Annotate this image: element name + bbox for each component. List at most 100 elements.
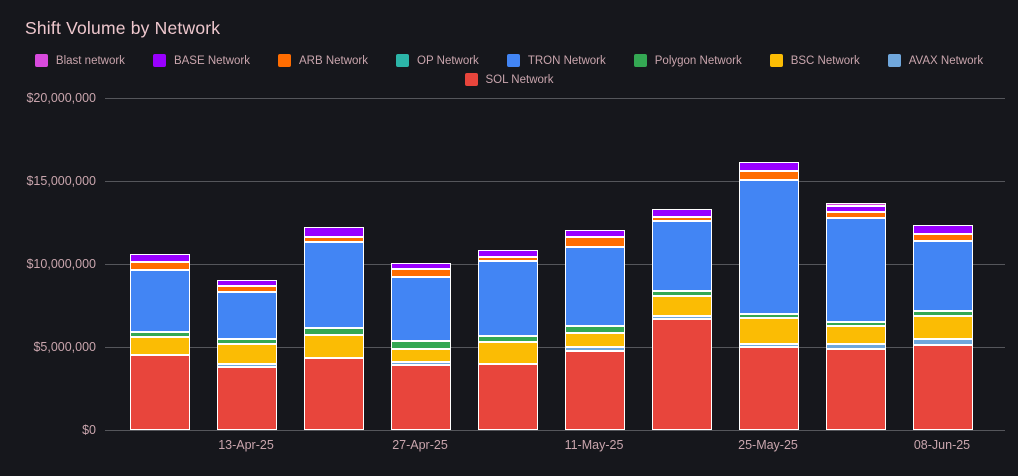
legend-item-tron[interactable]: TRON Network: [506, 54, 606, 67]
bar-segment-tron[interactable]: [130, 269, 190, 332]
bar-segment-tron[interactable]: [826, 218, 886, 322]
legend-item-sol[interactable]: SOL Network: [464, 73, 553, 86]
bar-segment-avax[interactable]: [565, 347, 625, 351]
bar-segment-bsc[interactable]: [565, 332, 625, 348]
bar-segment-arb[interactable]: [652, 217, 712, 222]
legend-swatch: [769, 54, 783, 67]
legend-swatch: [464, 73, 478, 86]
bar-segment-sol[interactable]: [826, 348, 886, 430]
bar-segment-arb[interactable]: [217, 285, 277, 292]
bar-segment-base[interactable]: [652, 208, 712, 218]
legend-label: TRON Network: [527, 54, 606, 67]
gridline: [105, 347, 1005, 348]
bar-segment-avax[interactable]: [826, 344, 886, 349]
bar-segment-sol[interactable]: [130, 354, 190, 430]
bar-segment-sol[interactable]: [478, 363, 538, 430]
bar-segment-sol[interactable]: [217, 367, 277, 430]
bar-segment-base[interactable]: [304, 226, 364, 237]
legend-label: BSC Network: [790, 54, 860, 67]
bar-segment-avax[interactable]: [391, 362, 451, 366]
bar-segment-base[interactable]: [478, 250, 538, 257]
bar-segment-avax[interactable]: [652, 315, 712, 319]
bar-segment-tron[interactable]: [739, 180, 799, 314]
legend-item-avax[interactable]: AVAX Network: [887, 54, 983, 67]
legend-label: Polygon Network: [654, 54, 742, 67]
bar-segment-base[interactable]: [826, 206, 886, 212]
bar-segment-base[interactable]: [217, 279, 277, 286]
bar-segment-tron[interactable]: [478, 260, 538, 336]
legend-item-op[interactable]: OP Network: [396, 54, 479, 67]
legend-item-bsc[interactable]: BSC Network: [769, 54, 860, 67]
legend-item-blast[interactable]: Blast network: [34, 54, 125, 67]
bar-segment-arb[interactable]: [391, 268, 451, 277]
y-axis-tick-label: $0: [82, 423, 96, 437]
bar-segment-arb[interactable]: [826, 211, 886, 219]
bar: [826, 203, 886, 430]
bar-segment-arb[interactable]: [304, 236, 364, 243]
bar-segment-polygon[interactable]: [826, 321, 886, 326]
bar-segment-arb[interactable]: [478, 256, 538, 261]
bar-segment-polygon[interactable]: [739, 313, 799, 318]
bar-segment-bsc[interactable]: [652, 296, 712, 316]
bar-segment-avax[interactable]: [217, 364, 277, 368]
bar-segment-tron[interactable]: [217, 291, 277, 339]
legend-item-arb[interactable]: ARB Network: [278, 54, 368, 67]
bar-segment-polygon[interactable]: [478, 335, 538, 342]
y-axis-tick-label: $5,000,000: [33, 340, 96, 354]
bar-segment-polygon[interactable]: [304, 327, 364, 335]
gridline: [105, 181, 1005, 182]
bar-segment-polygon[interactable]: [652, 291, 712, 297]
legend: Blast network BASE Network ARB Network OP N…: [34, 54, 983, 86]
bar-segment-bsc[interactable]: [391, 348, 451, 363]
bar-segment-arb[interactable]: [739, 171, 799, 181]
x-axis-tick-label: 08-Jun-25: [913, 438, 971, 452]
bar-segment-polygon[interactable]: [913, 310, 973, 317]
bar-segment-base[interactable]: [913, 224, 973, 234]
bar-segment-sol[interactable]: [739, 347, 799, 430]
gridline: [105, 98, 1005, 99]
bar-segment-blast[interactable]: [826, 203, 886, 206]
bar-segment-sol[interactable]: [565, 350, 625, 430]
bar-segment-base[interactable]: [565, 229, 625, 237]
legend-item-polygon[interactable]: Polygon Network: [633, 54, 742, 67]
bar-segment-polygon[interactable]: [565, 326, 625, 333]
bar-segment-tron[interactable]: [913, 241, 973, 311]
bar-segment-base[interactable]: [130, 254, 190, 262]
bar-segment-polygon[interactable]: [130, 331, 190, 338]
bar-segment-bsc[interactable]: [913, 316, 973, 340]
bar-segment-arb[interactable]: [130, 261, 190, 270]
bar-segment-tron[interactable]: [304, 242, 364, 328]
bar-segment-tron[interactable]: [652, 221, 712, 292]
bar-segment-avax[interactable]: [739, 344, 799, 348]
bar-segment-bsc[interactable]: [304, 334, 364, 358]
bar-segment-polygon[interactable]: [391, 341, 451, 349]
bar: [304, 226, 364, 430]
bar-segment-base[interactable]: [739, 161, 799, 172]
y-axis-tick-label: $10,000,000: [26, 257, 96, 271]
gridline: [105, 430, 1005, 431]
bar-segment-bsc[interactable]: [478, 341, 538, 364]
bar-segment-sol[interactable]: [913, 344, 973, 430]
bar-segment-sol[interactable]: [304, 357, 364, 430]
bar-segment-arb[interactable]: [565, 236, 625, 248]
bar-segment-arb[interactable]: [913, 233, 973, 242]
bar-segment-bsc[interactable]: [826, 325, 886, 345]
bar-segment-tron[interactable]: [565, 247, 625, 327]
plot-area: $20,000,000 $15,000,000 $10,000,000 $5,000,…: [26, 91, 1005, 452]
bar-segment-polygon[interactable]: [217, 338, 277, 345]
legend-swatch: [152, 54, 166, 67]
bar-segment-sol[interactable]: [652, 318, 712, 430]
bar: [739, 161, 799, 430]
y-axis-tick-label: $15,000,000: [26, 174, 96, 188]
bar-segment-avax[interactable]: [913, 339, 973, 345]
bar-segment-bsc[interactable]: [217, 344, 277, 365]
bar: [478, 250, 538, 430]
bar-segment-bsc[interactable]: [739, 317, 799, 345]
bar-segment-bsc[interactable]: [130, 337, 190, 355]
bar-segment-tron[interactable]: [391, 276, 451, 342]
legend-item-base[interactable]: BASE Network: [152, 54, 250, 67]
bar-segment-sol[interactable]: [391, 365, 451, 430]
bar-segment-base[interactable]: [391, 262, 451, 269]
legend-label: OP Network: [417, 54, 479, 67]
